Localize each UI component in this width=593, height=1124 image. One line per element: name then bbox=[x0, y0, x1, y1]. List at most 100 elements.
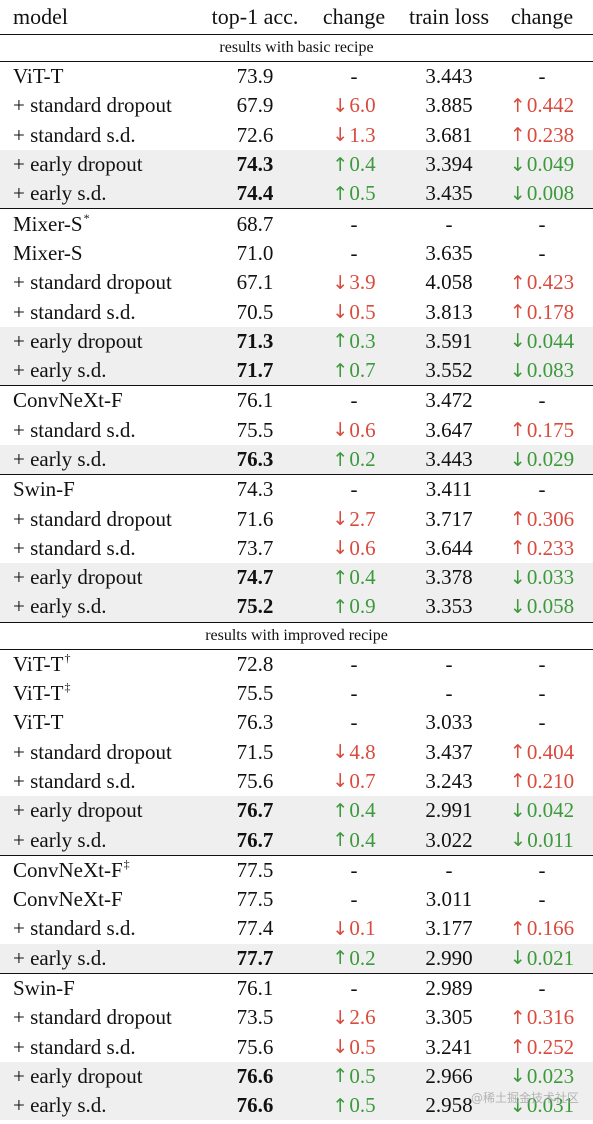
loss-change: - bbox=[538, 887, 546, 912]
model-name: + standard s.d. bbox=[13, 297, 136, 326]
table-row: Mixer-S 71.0 - 3.635 - bbox=[0, 239, 593, 268]
arrow-up-icon: ↑ bbox=[509, 124, 526, 147]
model-name-text: + standard s.d. bbox=[13, 417, 136, 442]
change-value: 0.7 bbox=[349, 768, 376, 793]
model-name-text: + early s.d. bbox=[13, 447, 107, 471]
change-value: 0.5 bbox=[349, 181, 376, 206]
model-name: Mixer-S bbox=[13, 239, 83, 268]
table-row: ViT-T ‡ 75.5 - - - bbox=[0, 679, 593, 708]
acc-change: - bbox=[350, 388, 358, 413]
model-name-text: + early s.d. bbox=[13, 827, 107, 852]
model-name: + early dropout bbox=[13, 327, 143, 356]
table-row: + early dropout 76.7 ↑ 0.4 2.991 ↓ 0.042 bbox=[0, 796, 593, 826]
acc-change: ↑ 0.2 bbox=[306, 944, 402, 973]
acc-change: ↑ 0.4 bbox=[306, 563, 402, 592]
arrow-down-icon: ↓ bbox=[509, 799, 526, 822]
loss-change: ↑ 0.233 bbox=[499, 534, 585, 563]
table-row: + standard s.d. 75.6 ↓ 0.7 3.243 ↑ 0.210 bbox=[0, 767, 593, 796]
train-loss: 3.437 bbox=[425, 739, 473, 764]
change-value: 0.404 bbox=[526, 739, 575, 764]
model-name-text: + standard s.d. bbox=[13, 1034, 136, 1059]
arrow-down-icon: ↓ bbox=[332, 537, 349, 560]
arrow-down-icon: ↓ bbox=[332, 419, 349, 442]
acc-change: ↓ 0.7 bbox=[306, 767, 402, 796]
acc-change: ↓ 4.8 bbox=[306, 738, 402, 767]
model-name-text: Swin-F bbox=[13, 477, 75, 502]
top1-acc: 76.7 bbox=[236, 798, 274, 823]
top1-acc: 76.7 bbox=[236, 827, 274, 852]
arrow-down-icon: ↓ bbox=[332, 124, 349, 147]
change-value: 0.210 bbox=[526, 768, 575, 793]
arrow-down-icon: ↓ bbox=[509, 595, 526, 618]
table-row: + early s.d. 75.2 ↑ 0.9 3.353 ↓ 0.058 bbox=[0, 592, 593, 622]
top1-acc: 77.7 bbox=[236, 945, 274, 970]
change-value: 0.021 bbox=[526, 945, 575, 970]
loss-change: ↓ 0.008 bbox=[499, 179, 585, 208]
arrow-down-icon: ↓ bbox=[509, 182, 526, 205]
model-name-text: + early s.d. bbox=[13, 1093, 107, 1118]
change-value: 0.4 bbox=[349, 565, 376, 590]
arrow-up-icon: ↑ bbox=[332, 359, 349, 382]
train-loss: 3.644 bbox=[425, 535, 473, 560]
train-loss: 2.991 bbox=[425, 798, 473, 823]
model-name: ConvNeXt-F bbox=[13, 386, 123, 415]
train-loss: 3.241 bbox=[425, 1034, 473, 1059]
change-value: 0.083 bbox=[526, 358, 575, 383]
loss-change: ↓ 0.083 bbox=[499, 356, 585, 385]
acc-change: ↓ 2.6 bbox=[306, 1003, 402, 1032]
change-value: 0.2 bbox=[349, 447, 376, 471]
table-row: Swin-F 76.1 - 2.989 - bbox=[0, 972, 593, 1003]
arrow-down-icon: ↓ bbox=[509, 330, 526, 353]
model-name: + standard dropout bbox=[13, 268, 172, 297]
arrow-down-icon: ↓ bbox=[509, 566, 526, 589]
loss-change: ↑ 0.316 bbox=[499, 1003, 585, 1032]
acc-change: ↑ 0.5 bbox=[306, 1091, 402, 1120]
section-title: results with improved recipe bbox=[0, 621, 593, 649]
arrow-down-icon: ↓ bbox=[509, 1065, 526, 1088]
model-name-text: ConvNeXt-F bbox=[13, 388, 123, 413]
model-name-text: + standard s.d. bbox=[13, 122, 136, 147]
top1-acc: 72.6 bbox=[236, 122, 274, 147]
arrow-up-icon: ↑ bbox=[332, 829, 349, 852]
model-name-text: + early dropout bbox=[13, 565, 143, 590]
change-value: 0.031 bbox=[526, 1093, 575, 1118]
model-name-text: + standard dropout bbox=[13, 93, 172, 118]
top1-acc: 76.6 bbox=[236, 1093, 274, 1118]
model-name-text: + early s.d. bbox=[13, 181, 107, 206]
model-name-text: ViT-T bbox=[13, 710, 64, 735]
change-value: 0.044 bbox=[526, 328, 575, 353]
table-row: + early s.d. 71.7 ↑ 0.7 3.552 ↓ 0.083 bbox=[0, 355, 593, 386]
train-loss: 3.813 bbox=[425, 299, 473, 324]
model-name-text: ViT-T bbox=[13, 681, 64, 706]
table-row: + standard dropout 71.6 ↓ 2.7 3.717 ↑ 0.306 bbox=[0, 504, 593, 533]
model-name: ConvNeXt-F ‡ bbox=[13, 856, 130, 885]
model-name: ViT-T bbox=[13, 62, 63, 91]
arrow-up-icon: ↑ bbox=[332, 448, 349, 471]
model-name-text: + early s.d. bbox=[13, 594, 107, 619]
table-row: + standard s.d. 75.6 ↓ 0.5 3.241 ↑ 0.252 bbox=[0, 1033, 593, 1062]
change-value: 0.166 bbox=[526, 916, 575, 941]
top1-acc: 68.7 bbox=[236, 211, 274, 236]
model-name-text: + standard s.d. bbox=[13, 535, 136, 560]
header-loss-change: change bbox=[510, 4, 574, 29]
top1-acc: 71.7 bbox=[236, 358, 274, 383]
acc-change: ↓ 0.5 bbox=[306, 1033, 402, 1062]
loss-change: - bbox=[538, 710, 546, 735]
top1-acc: 75.5 bbox=[236, 417, 274, 442]
change-value: 0.238 bbox=[526, 122, 575, 147]
arrow-down-icon: ↓ bbox=[332, 741, 349, 764]
loss-change: - bbox=[538, 857, 546, 882]
model-name-text: ViT-T bbox=[13, 64, 64, 89]
footnote-mark: † bbox=[64, 650, 71, 665]
arrow-up-icon: ↑ bbox=[509, 419, 526, 442]
arrow-up-icon: ↑ bbox=[509, 1036, 526, 1059]
model-name: + early s.d. bbox=[13, 1091, 107, 1120]
change-value: 0.2 bbox=[349, 945, 376, 970]
top1-acc: 73.7 bbox=[236, 535, 274, 560]
table-row: ViT-T 73.9 - 3.443 - bbox=[0, 61, 593, 91]
loss-change: ↓ 0.044 bbox=[499, 327, 585, 356]
top1-acc: 75.6 bbox=[236, 1034, 274, 1059]
top1-acc: 76.1 bbox=[236, 976, 274, 1001]
arrow-down-icon: ↓ bbox=[332, 917, 349, 940]
